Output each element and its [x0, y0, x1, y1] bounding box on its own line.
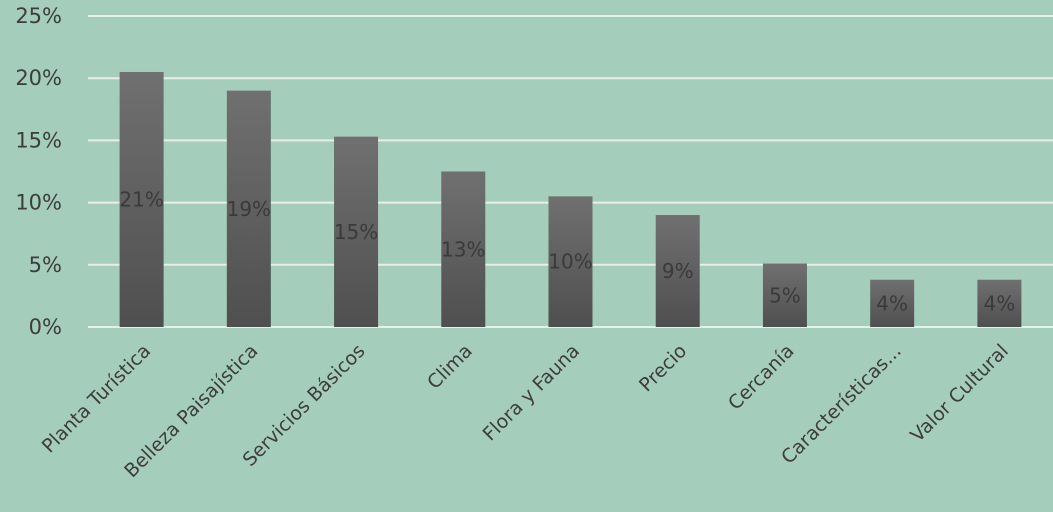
- bar: [119, 71, 164, 327]
- data-label: 15%: [334, 220, 378, 244]
- data-label: 9%: [662, 259, 694, 283]
- bar: [655, 215, 700, 327]
- y-tick-label: 10%: [15, 191, 62, 215]
- y-tick-label: 15%: [15, 128, 62, 152]
- y-axis-ticks: 0% 5% 10% 15% 20% 25%: [15, 4, 62, 339]
- data-label: 10%: [548, 250, 592, 274]
- data-label: 21%: [119, 187, 163, 211]
- bar: [870, 279, 915, 327]
- x-category-label: Cercanía: [724, 340, 799, 415]
- y-tick-label: 0%: [29, 315, 62, 339]
- bar: [548, 196, 593, 327]
- x-category-label: Valor Cultural: [906, 340, 1013, 447]
- bar: [762, 263, 807, 327]
- bar: [226, 90, 271, 327]
- x-category-label: Planta Turística: [38, 340, 155, 457]
- bar: [977, 279, 1022, 327]
- y-tick-label: 25%: [15, 4, 62, 28]
- bar: [334, 136, 379, 327]
- bars: [119, 71, 1022, 327]
- data-labels: 21% 19% 15% 13% 10% 9% 5% 4% 4%: [119, 187, 1015, 315]
- x-category-label: Características...: [777, 340, 906, 469]
- data-label: 4%: [876, 291, 908, 315]
- data-label: 4%: [984, 291, 1016, 315]
- x-category-label: Precio: [635, 340, 691, 396]
- x-category-label: Clima: [423, 340, 477, 394]
- data-label: 5%: [769, 283, 801, 307]
- bar: [441, 171, 486, 327]
- y-tick-label: 20%: [15, 66, 62, 90]
- x-category-label: Flora y Fauna: [479, 340, 584, 445]
- y-tick-label: 5%: [29, 253, 62, 277]
- data-label: 13%: [441, 237, 485, 261]
- data-label: 19%: [227, 197, 271, 221]
